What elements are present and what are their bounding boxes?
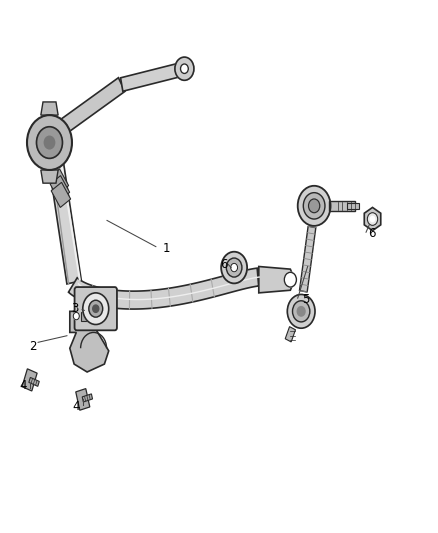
Polygon shape bbox=[120, 62, 186, 91]
Circle shape bbox=[367, 213, 378, 225]
Circle shape bbox=[226, 258, 242, 277]
Circle shape bbox=[231, 263, 237, 272]
Circle shape bbox=[180, 64, 188, 74]
Polygon shape bbox=[70, 311, 109, 372]
Polygon shape bbox=[82, 394, 92, 402]
Text: 4: 4 bbox=[73, 400, 80, 413]
Circle shape bbox=[287, 294, 315, 328]
Polygon shape bbox=[50, 175, 70, 201]
Polygon shape bbox=[364, 207, 381, 231]
Polygon shape bbox=[259, 266, 295, 293]
Polygon shape bbox=[285, 327, 296, 342]
Circle shape bbox=[36, 127, 63, 158]
Circle shape bbox=[73, 312, 79, 320]
Circle shape bbox=[44, 136, 55, 149]
Circle shape bbox=[297, 306, 305, 316]
Polygon shape bbox=[22, 369, 37, 391]
Polygon shape bbox=[41, 170, 58, 183]
Text: 6: 6 bbox=[368, 227, 376, 240]
Polygon shape bbox=[76, 389, 90, 410]
Circle shape bbox=[284, 272, 297, 287]
Text: 6: 6 bbox=[220, 259, 227, 271]
Circle shape bbox=[89, 300, 102, 317]
Polygon shape bbox=[41, 102, 58, 115]
Circle shape bbox=[293, 301, 310, 322]
Polygon shape bbox=[53, 78, 125, 139]
Polygon shape bbox=[346, 203, 359, 209]
Circle shape bbox=[298, 186, 331, 226]
Polygon shape bbox=[49, 169, 69, 194]
Text: 3: 3 bbox=[71, 302, 78, 315]
Circle shape bbox=[304, 192, 325, 219]
Circle shape bbox=[93, 305, 99, 312]
Polygon shape bbox=[51, 182, 71, 207]
Circle shape bbox=[221, 252, 247, 284]
Circle shape bbox=[308, 199, 320, 213]
Polygon shape bbox=[46, 146, 81, 284]
Circle shape bbox=[83, 293, 109, 325]
Polygon shape bbox=[329, 200, 355, 211]
Polygon shape bbox=[29, 377, 39, 386]
Text: 1: 1 bbox=[163, 241, 170, 255]
Polygon shape bbox=[300, 226, 316, 292]
Text: 4: 4 bbox=[19, 379, 27, 392]
Circle shape bbox=[27, 115, 72, 170]
Circle shape bbox=[175, 57, 194, 80]
Text: 2: 2 bbox=[29, 340, 36, 353]
Polygon shape bbox=[68, 268, 259, 309]
Text: 5: 5 bbox=[302, 293, 309, 306]
Polygon shape bbox=[81, 312, 102, 321]
Circle shape bbox=[371, 216, 374, 222]
FancyBboxPatch shape bbox=[74, 287, 117, 330]
